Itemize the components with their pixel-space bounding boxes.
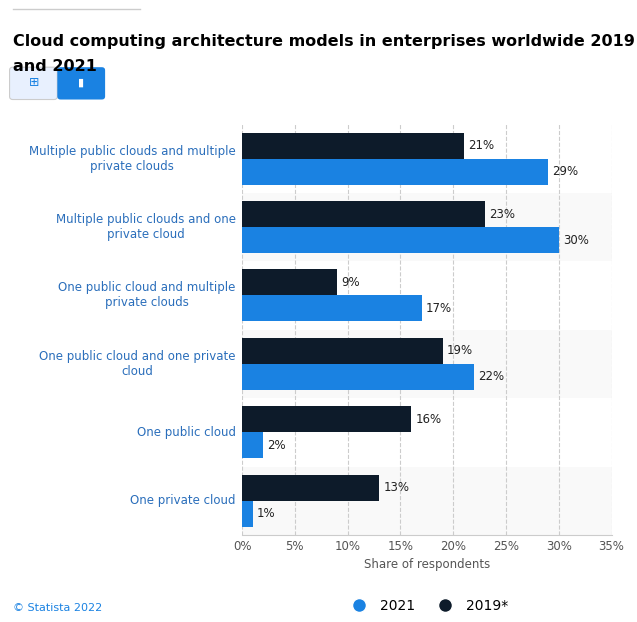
Text: Cloud computing architecture models in enterprises worldwide 2019: Cloud computing architecture models in e… bbox=[13, 34, 634, 49]
Bar bbox=[242, 193, 612, 261]
Text: One public cloud: One public cloud bbox=[137, 426, 236, 439]
Bar bbox=[242, 466, 612, 535]
Text: One public cloud and multiple
private clouds: One public cloud and multiple private cl… bbox=[59, 281, 236, 310]
Text: 30%: 30% bbox=[563, 233, 589, 246]
Text: 19%: 19% bbox=[447, 345, 473, 358]
X-axis label: Share of respondents: Share of respondents bbox=[364, 559, 490, 572]
Text: Multiple public clouds and multiple
private clouds: Multiple public clouds and multiple priv… bbox=[29, 144, 236, 173]
Bar bbox=[242, 269, 337, 295]
Text: 13%: 13% bbox=[383, 481, 410, 494]
Text: 23%: 23% bbox=[489, 208, 515, 221]
Text: 17%: 17% bbox=[426, 302, 452, 315]
Text: and 2021: and 2021 bbox=[13, 59, 97, 74]
Bar bbox=[242, 159, 548, 185]
Bar bbox=[242, 295, 422, 322]
Bar bbox=[242, 227, 559, 253]
Text: One public cloud and one private
cloud: One public cloud and one private cloud bbox=[39, 350, 236, 378]
Bar bbox=[242, 338, 443, 364]
Text: 29%: 29% bbox=[552, 165, 578, 178]
Bar bbox=[242, 432, 263, 458]
Text: 2%: 2% bbox=[268, 439, 286, 452]
Text: ⊞: ⊞ bbox=[29, 77, 39, 89]
Bar bbox=[242, 364, 475, 390]
Bar bbox=[242, 406, 411, 432]
Text: 22%: 22% bbox=[478, 370, 505, 383]
Bar bbox=[242, 475, 379, 501]
Text: 1%: 1% bbox=[257, 507, 275, 520]
Text: 9%: 9% bbox=[341, 276, 360, 289]
Legend: 2021, 2019*: 2021, 2019* bbox=[340, 593, 514, 618]
Text: 16%: 16% bbox=[415, 413, 441, 426]
Text: ▮: ▮ bbox=[78, 78, 85, 88]
Bar bbox=[242, 201, 485, 227]
Bar bbox=[242, 132, 464, 159]
Text: © Statista 2022: © Statista 2022 bbox=[13, 603, 102, 613]
Text: Multiple public clouds and one
private cloud: Multiple public clouds and one private c… bbox=[55, 213, 236, 241]
Bar bbox=[242, 330, 612, 398]
Bar bbox=[242, 501, 253, 527]
Text: One private cloud: One private cloud bbox=[130, 494, 236, 507]
Text: 21%: 21% bbox=[468, 139, 494, 152]
